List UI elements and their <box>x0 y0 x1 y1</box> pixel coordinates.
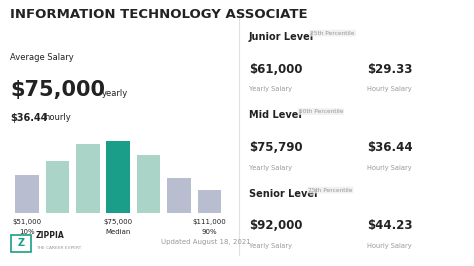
Text: $75,000: $75,000 <box>10 80 105 100</box>
Bar <box>11 235 31 252</box>
Text: 25th Percentile: 25th Percentile <box>310 31 355 36</box>
Text: Updated August 18, 2021: Updated August 18, 2021 <box>161 239 251 245</box>
Text: Junior Level: Junior Level <box>249 32 314 42</box>
Text: $36.44: $36.44 <box>367 141 413 154</box>
Text: 10%: 10% <box>19 229 35 235</box>
Text: $44.23: $44.23 <box>367 219 413 232</box>
Text: Hourly Salary: Hourly Salary <box>367 86 412 93</box>
Text: $36.44: $36.44 <box>10 113 48 123</box>
Text: THE CAREER EXPERT: THE CAREER EXPERT <box>36 246 81 250</box>
Text: Hourly Salary: Hourly Salary <box>367 165 412 171</box>
Text: $75,790: $75,790 <box>249 141 302 154</box>
Text: $75,000: $75,000 <box>104 219 133 225</box>
Bar <box>46 161 69 213</box>
Text: Median: Median <box>106 229 131 235</box>
Text: Yearly Salary: Yearly Salary <box>249 165 292 171</box>
Text: $61,000: $61,000 <box>249 63 302 76</box>
Text: Average Salary: Average Salary <box>10 53 74 62</box>
Text: Mid Level: Mid Level <box>249 110 302 120</box>
Text: 90%: 90% <box>201 229 217 235</box>
Text: 75th Percentile: 75th Percentile <box>308 188 353 193</box>
Text: $51,000: $51,000 <box>13 219 42 225</box>
Bar <box>167 178 191 213</box>
Bar <box>137 155 161 213</box>
Text: 50th Percentile: 50th Percentile <box>299 109 343 114</box>
Text: Z: Z <box>18 238 25 248</box>
Text: Hourly Salary: Hourly Salary <box>367 243 412 250</box>
Text: INFORMATION TECHNOLOGY ASSOCIATE: INFORMATION TECHNOLOGY ASSOCIATE <box>10 8 308 21</box>
Bar <box>76 144 100 213</box>
Text: hourly: hourly <box>44 113 71 122</box>
Text: Yearly Salary: Yearly Salary <box>249 86 292 93</box>
Text: yearly: yearly <box>102 89 128 98</box>
Text: $92,000: $92,000 <box>249 219 302 232</box>
Text: Senior Level: Senior Level <box>249 189 318 199</box>
Bar <box>198 190 221 213</box>
Text: Yearly Salary: Yearly Salary <box>249 243 292 250</box>
Bar <box>107 141 130 213</box>
Text: ZIPPIA: ZIPPIA <box>36 231 64 240</box>
Text: $29.33: $29.33 <box>367 63 413 76</box>
Bar <box>15 175 39 213</box>
Text: $111,000: $111,000 <box>192 219 226 225</box>
